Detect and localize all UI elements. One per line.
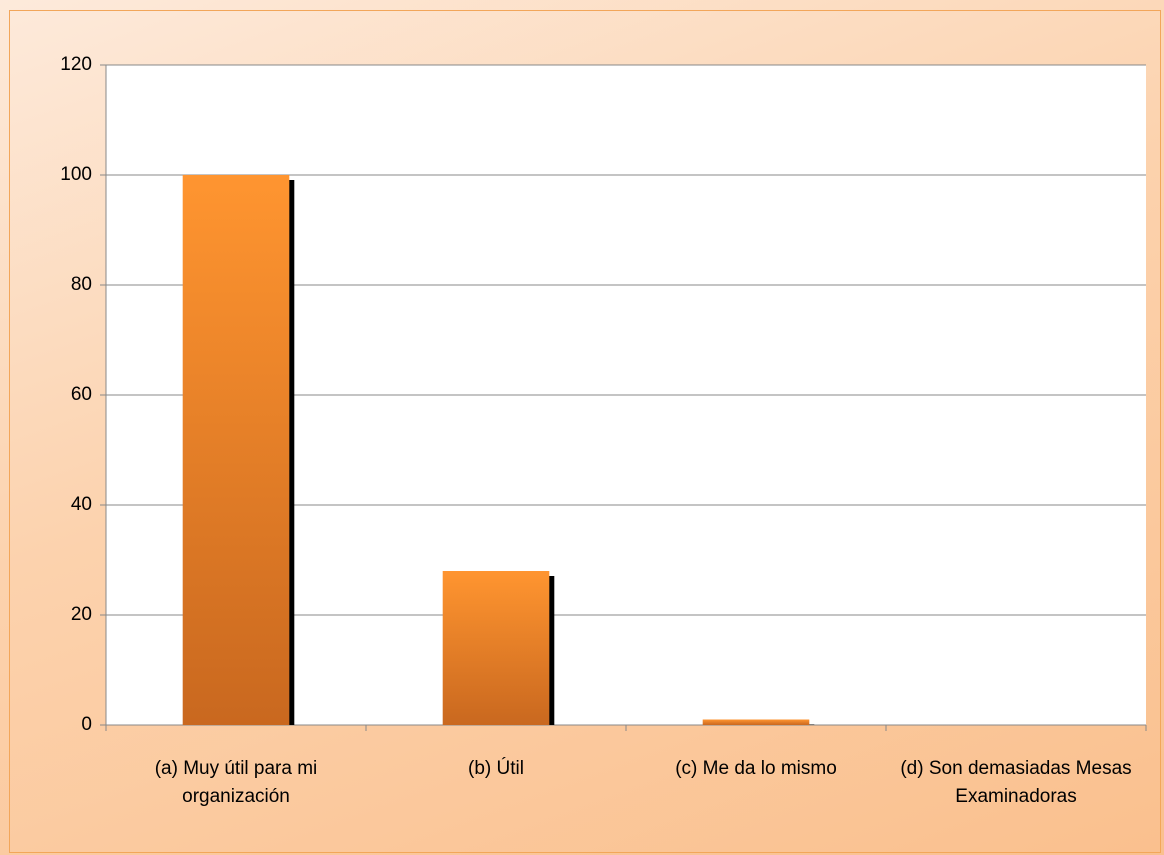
x-tick-label: (a) Muy útil para mi organización	[154, 758, 318, 807]
y-tick-label: 40	[71, 494, 92, 515]
x-tick-label: (d) Son demasiadas Mesas Examinadoras	[900, 758, 1132, 807]
y-tick-label: 80	[71, 274, 92, 295]
x-tick-label: (c) Me da lo mismo	[675, 758, 837, 779]
bar	[182, 175, 290, 725]
y-tick-label: 20	[71, 604, 92, 625]
chart-frame	[9, 10, 1161, 853]
bar	[702, 719, 810, 725]
y-tick-label: 60	[71, 384, 92, 405]
y-tick-label: 120	[60, 54, 92, 75]
y-tick-label: 0	[81, 714, 92, 735]
y-tick-label: 100	[60, 164, 92, 185]
bar	[442, 571, 550, 725]
x-tick-label: (b) Útil	[468, 758, 524, 779]
